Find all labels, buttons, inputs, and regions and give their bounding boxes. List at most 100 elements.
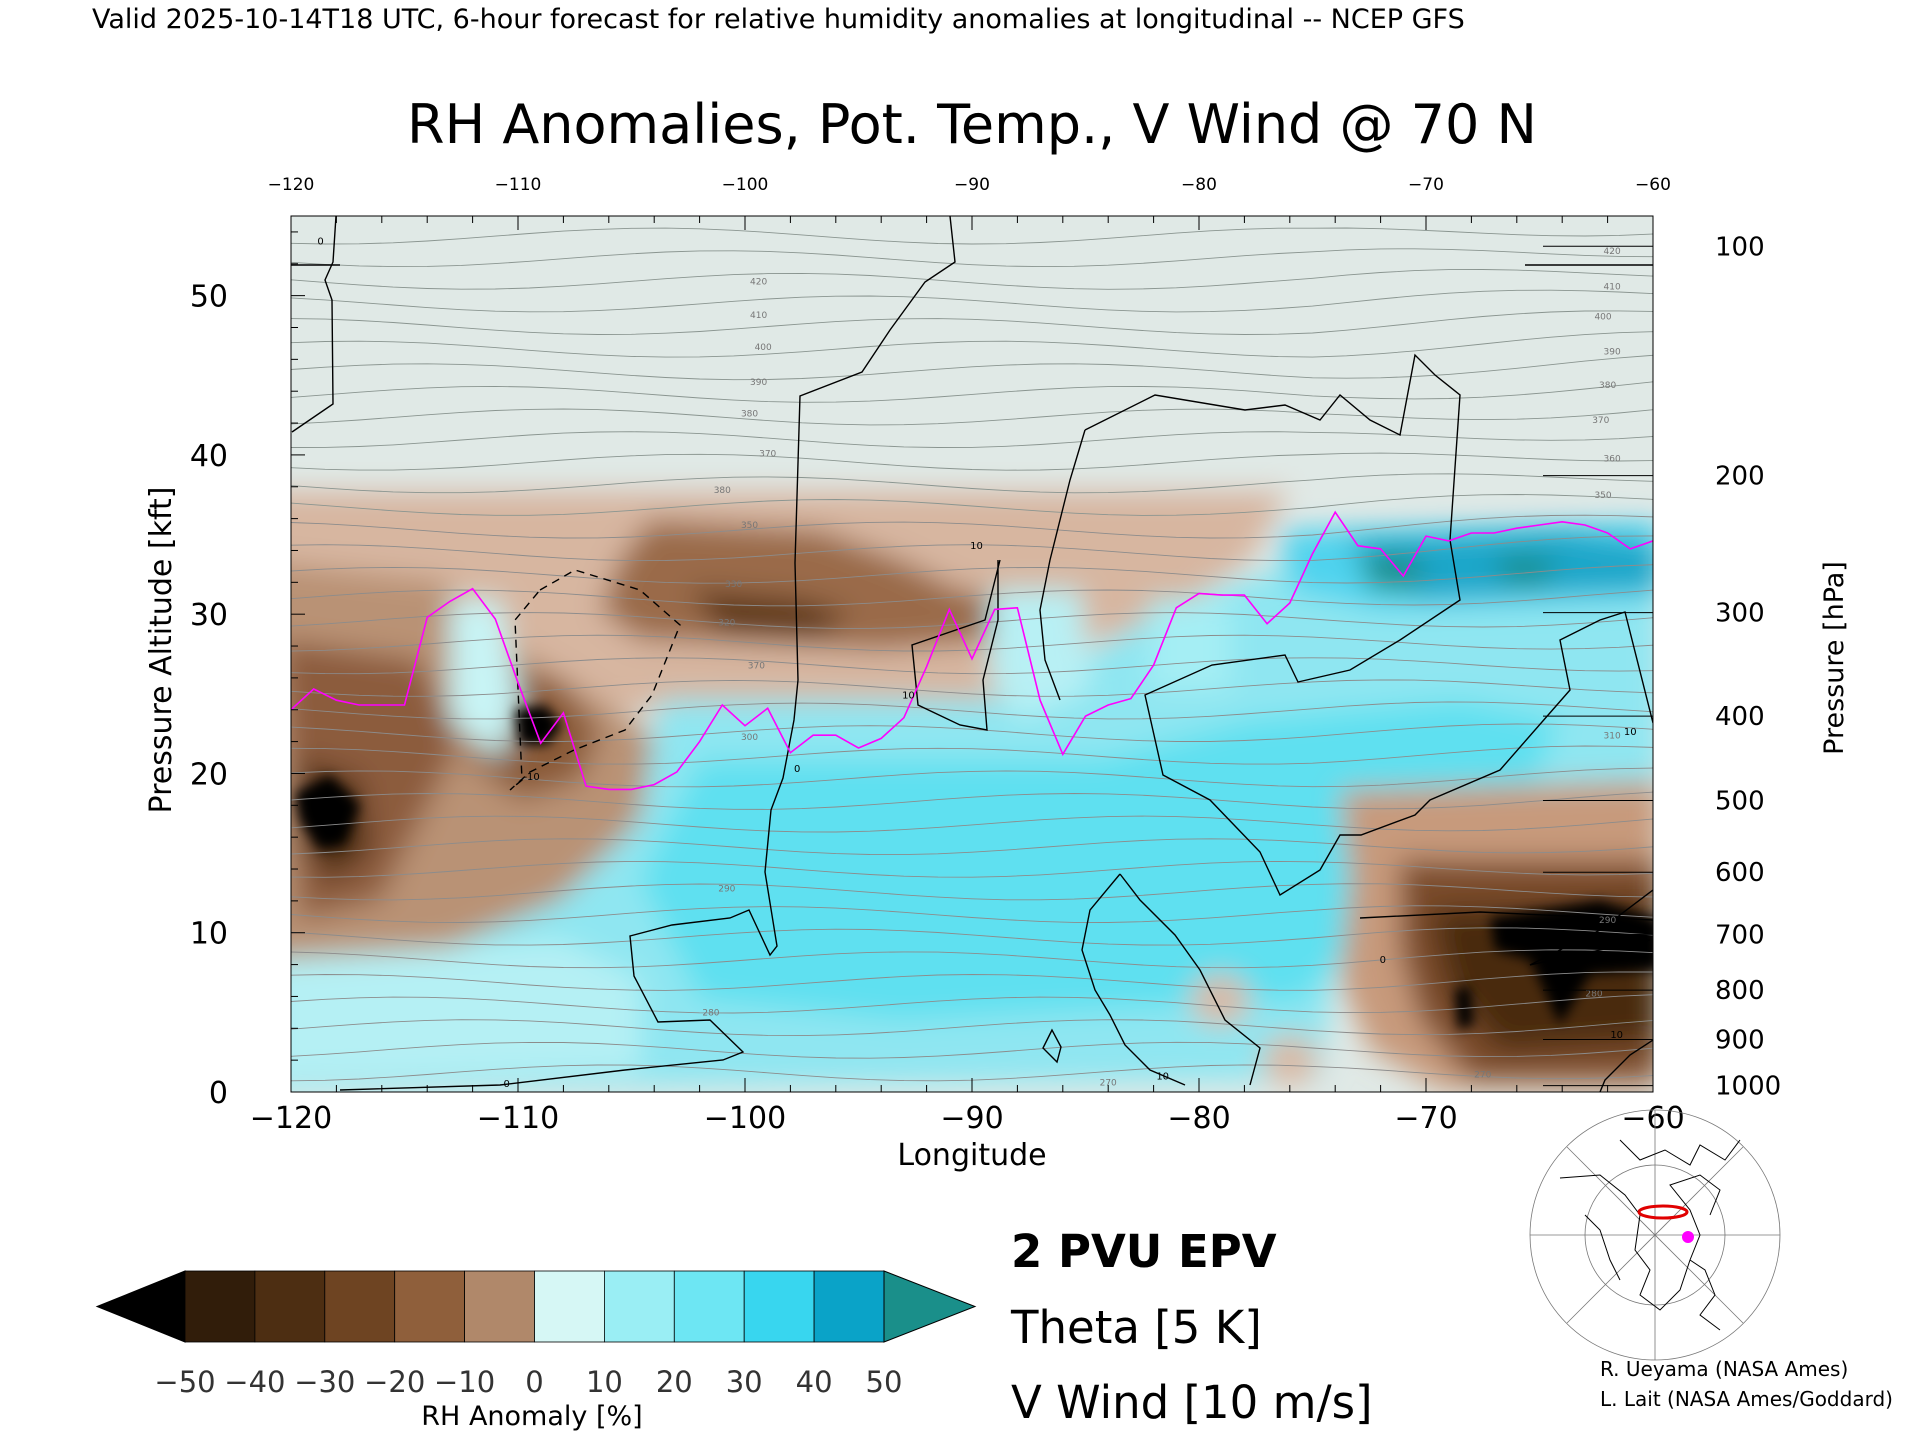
theta-contour <box>291 905 1653 923</box>
theta-contour <box>291 452 1653 471</box>
v-wind-contour <box>1081 873 1186 1086</box>
x-tick-label: −80 <box>1167 1101 1230 1136</box>
pressure-tick-label: 200 <box>1715 462 1765 492</box>
v-wind-contour-labels: 0 0 0 0 10 10 -10 10 10 10 <box>317 237 1636 1091</box>
v-wind-contour <box>911 559 1001 731</box>
pressure-tick-label: 400 <box>1715 702 1765 732</box>
v-wind-label: -10 <box>523 772 539 783</box>
theta-label: 390 <box>1604 348 1621 358</box>
v-wind-contour <box>1119 873 1261 1086</box>
theta-contour <box>291 927 1653 946</box>
theta-contour <box>291 381 1653 403</box>
pressure-tick-label: 500 <box>1715 787 1765 817</box>
chart-title: RH Anomalies, Pot. Temp., V Wind @ 70 N <box>407 93 1537 156</box>
theta-contour <box>291 227 1653 245</box>
theta-contour <box>291 564 1653 584</box>
theta-label: 410 <box>750 311 767 321</box>
theta-label: 390 <box>750 378 767 388</box>
v-wind-contours <box>291 216 1653 1092</box>
theta-contour <box>291 791 1653 810</box>
v-wind-contour <box>291 216 337 433</box>
theta-label: 270 <box>1100 1079 1117 1089</box>
colorbar-segment <box>394 1270 466 1343</box>
legend-epv: 2 PVU EPV <box>1011 1225 1277 1278</box>
theta-contour <box>291 634 1653 652</box>
theta-contour-labels: 420 410 400 390 380 370 380 350 330 320 370 300 290 2… <box>702 247 1621 1088</box>
theta-contour <box>291 994 1653 1014</box>
v-wind-label: 10 <box>1156 1071 1169 1082</box>
theta-contour <box>291 612 1653 629</box>
theta-contour <box>291 310 1653 335</box>
x-top-tick-label: −70 <box>1408 175 1444 195</box>
v-wind-label: 10 <box>1610 1030 1623 1041</box>
theta-label: 400 <box>1594 313 1611 323</box>
v-wind-label: 0 <box>317 237 323 248</box>
legend-v-wind: V Wind [10 m/s] <box>1011 1376 1373 1429</box>
theta-contours <box>291 227 1653 1082</box>
colorbar-tick-label: 0 <box>525 1365 543 1399</box>
x-top-tick-label: −60 <box>1635 175 1671 195</box>
x-axis-label: Longitude <box>897 1138 1046 1173</box>
credit-line-2: L. Lait (NASA Ames/Goddard) <box>1600 1387 1893 1411</box>
theta-label: 400 <box>755 343 772 353</box>
theta-contour <box>291 745 1653 765</box>
pressure-tick-label: 900 <box>1715 1025 1765 1055</box>
colorbar-tick-label: 50 <box>866 1365 903 1399</box>
theta-label: 330 <box>725 580 742 590</box>
theta-contour <box>291 1019 1653 1037</box>
v-wind-contour <box>509 569 681 791</box>
colorbar-tick-label: −40 <box>224 1365 285 1399</box>
theta-contour <box>291 331 1653 358</box>
v-wind-contour <box>1039 429 1086 701</box>
theta-label: 350 <box>741 521 758 531</box>
colorbar-tick-label: 10 <box>586 1365 623 1399</box>
y-tick-label: 10 <box>190 917 228 952</box>
x-tick-label: −70 <box>1394 1101 1457 1136</box>
theta-contour <box>291 269 1653 290</box>
theta-contour <box>291 701 1653 720</box>
theta-label: 350 <box>1594 491 1611 501</box>
rh-anomaly-colorbar <box>95 1270 977 1343</box>
theta-label: 280 <box>1585 989 1602 999</box>
theta-label: 320 <box>718 618 735 628</box>
theta-contour <box>291 723 1653 742</box>
pressure-tick-label: 300 <box>1715 599 1765 629</box>
y-tick-label: 20 <box>190 757 228 792</box>
v-wind-label: 10 <box>1624 727 1637 738</box>
pressure-tick-label: 800 <box>1715 976 1765 1006</box>
x-tick-label: −110 <box>477 1101 559 1136</box>
y-tick-label: 40 <box>190 439 228 474</box>
theta-contour <box>291 679 1653 697</box>
colorbar-segment <box>464 1270 535 1343</box>
colorbar-tick-labels: −50 −40 −30 −20 −10 0 10 20 30 40 50 <box>154 1365 902 1399</box>
plot-area: 420 410 400 390 380 370 380 350 330 320 370 300 290 2… <box>291 216 1653 1092</box>
theta-contour <box>291 431 1653 448</box>
theta-contour <box>291 949 1653 969</box>
colorbar-segment <box>673 1270 745 1343</box>
rh-anomaly-extremes <box>295 705 1653 1030</box>
location-inset-map <box>1529 1109 1781 1361</box>
v-wind-label: 0 <box>1380 955 1386 966</box>
epv-2pvu-line <box>291 510 1653 791</box>
y-tick-label: 0 <box>209 1076 228 1111</box>
colorbar-segment <box>743 1270 815 1343</box>
v-wind-label: 0 <box>794 764 800 775</box>
colorbar-tick-label: −30 <box>294 1365 355 1399</box>
colorbar-segment <box>604 1270 675 1343</box>
theta-contour <box>291 408 1653 426</box>
theta-contour <box>291 767 1653 788</box>
theta-contour <box>291 354 1653 381</box>
theta-label: 370 <box>759 450 776 460</box>
v-wind-label: 10 <box>902 691 915 702</box>
theta-contour <box>291 289 1653 313</box>
x-top-tick-labels: −120 −110 −100 −90 −80 −70 −60 <box>268 175 1671 195</box>
colorbar-under-arrow <box>95 1270 186 1343</box>
colorbar-segment <box>184 1270 256 1343</box>
colorbar-tick-label: −20 <box>364 1365 425 1399</box>
theta-label: 410 <box>1604 282 1621 292</box>
theta-contour <box>291 248 1653 268</box>
theta-label: 280 <box>702 1009 719 1019</box>
theta-label: 300 <box>741 733 758 743</box>
v-wind-label: 10 <box>970 541 983 552</box>
